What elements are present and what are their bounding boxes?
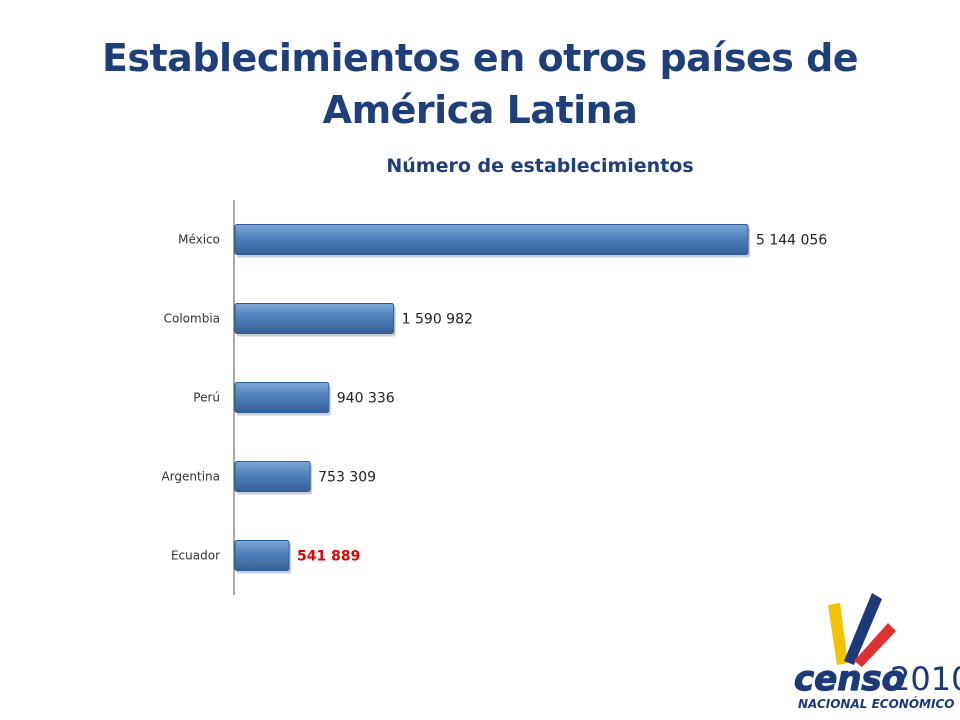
data-label-argentina: 753 309 (318, 470, 376, 486)
logo-blue-stroke-icon (844, 593, 882, 665)
logo-tagline: NACIONAL ECONÓMICO (798, 696, 954, 711)
bar-colombia (234, 303, 395, 334)
bar-argentina (234, 461, 311, 492)
censo-2010-logo: censo 2010 NACIONAL ECONÓMICO (793, 593, 960, 711)
data-label-ecuador: 541 889 (297, 549, 360, 565)
category-label-mexico: México (178, 233, 220, 247)
bar-peru (234, 382, 330, 413)
slide-title-line-1: Establecimientos en otros países de (101, 36, 859, 80)
slide-title: Establecimientos en otros países de Amér… (0, 32, 960, 136)
bar-ecuador (234, 540, 290, 571)
category-label-argentina: Argentina (161, 470, 220, 484)
logo-red-stroke-icon (854, 623, 896, 667)
data-label-colombia: 1 590 982 (402, 312, 473, 328)
data-label-peru: 940 336 (337, 391, 395, 407)
chart-title: Número de establecimientos (386, 155, 694, 177)
slide-title-line-2: América Latina (322, 88, 638, 132)
data-label-mexico: 5 144 056 (756, 233, 827, 249)
logo-wordmark: censo (794, 659, 905, 699)
logo-year: 2010 (890, 660, 960, 698)
category-label-colombia: Colombia (164, 312, 220, 326)
category-label-peru: Perú (193, 391, 220, 405)
bar-mexico (234, 224, 749, 255)
category-label-ecuador: Ecuador (171, 549, 220, 563)
logo-yellow-stroke-icon (828, 603, 848, 665)
